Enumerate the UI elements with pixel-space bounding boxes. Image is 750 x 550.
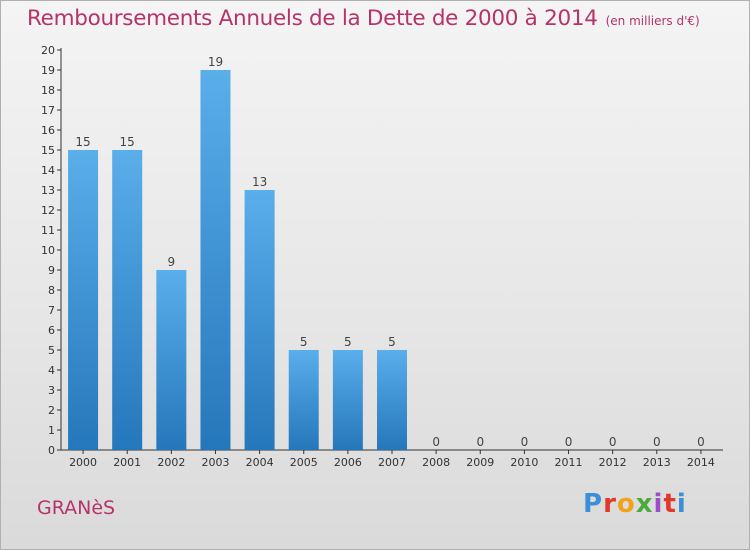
x-tick-label: 2004 — [246, 456, 274, 469]
data-label: 5 — [388, 335, 396, 349]
y-tick-label: 20 — [41, 44, 55, 57]
y-tick-label: 13 — [41, 184, 55, 197]
x-tick-label: 2013 — [643, 456, 671, 469]
chart-unit: (en milliers d'€) — [605, 14, 700, 28]
y-tick-label: 7 — [48, 304, 55, 317]
x-tick-label: 2012 — [599, 456, 627, 469]
data-label: 0 — [565, 435, 573, 449]
y-tick-label: 8 — [48, 284, 55, 297]
data-label: 0 — [432, 435, 440, 449]
data-label: 0 — [609, 435, 617, 449]
data-label: 5 — [300, 335, 308, 349]
x-tick-label: 2007 — [378, 456, 406, 469]
bar — [112, 150, 143, 450]
y-tick-label: 5 — [48, 344, 55, 357]
x-tick-label: 2002 — [157, 456, 185, 469]
data-label: 19 — [208, 55, 223, 69]
bar — [288, 350, 319, 450]
data-label: 0 — [697, 435, 705, 449]
x-tick-label: 2001 — [113, 456, 141, 469]
data-label: 0 — [476, 435, 484, 449]
bar — [377, 350, 407, 450]
x-tick-label: 2009 — [466, 456, 494, 469]
data-label: 5 — [344, 335, 352, 349]
data-label: 15 — [75, 135, 90, 149]
y-tick-label: 6 — [48, 324, 55, 337]
y-tick-label: 4 — [48, 364, 55, 377]
y-tick-label: 11 — [41, 224, 55, 237]
y-tick-label: 19 — [41, 64, 55, 77]
bar — [200, 70, 231, 450]
y-tick-label: 12 — [41, 204, 55, 217]
y-tick-label: 1 — [48, 424, 55, 437]
y-tick-label: 17 — [41, 104, 55, 117]
x-tick-label: 2008 — [422, 456, 450, 469]
chart-title-text: Remboursements Annuels de la Dette de 20… — [27, 6, 598, 31]
data-label: 0 — [653, 435, 661, 449]
bar — [244, 190, 275, 450]
x-tick-label: 2005 — [290, 456, 318, 469]
y-tick-label: 18 — [41, 84, 55, 97]
data-label: 9 — [168, 255, 176, 269]
y-tick-label: 10 — [41, 244, 55, 257]
bar — [68, 150, 99, 450]
data-label: 15 — [120, 135, 135, 149]
y-tick-label: 2 — [48, 404, 55, 417]
y-tick-label: 15 — [41, 144, 55, 157]
x-tick-label: 2006 — [334, 456, 362, 469]
x-tick-label: 2011 — [555, 456, 583, 469]
y-tick-label: 14 — [41, 164, 55, 177]
y-tick-label: 3 — [48, 384, 55, 397]
bar — [332, 350, 363, 450]
x-tick-label: 2003 — [201, 456, 229, 469]
y-tick-label: 9 — [48, 264, 55, 277]
chart-title: Remboursements Annuels de la Dette de 20… — [27, 6, 700, 31]
proxiti-logo: Proxiti — [583, 489, 687, 519]
data-label: 13 — [252, 175, 267, 189]
x-tick-label: 2010 — [510, 456, 538, 469]
bar — [156, 270, 187, 450]
y-tick-label: 0 — [48, 444, 55, 457]
x-tick-label: 2000 — [69, 456, 97, 469]
commune-name: GRANèS — [37, 497, 116, 519]
y-tick-label: 16 — [41, 124, 55, 137]
data-label: 0 — [521, 435, 529, 449]
x-tick-label: 2014 — [687, 456, 715, 469]
